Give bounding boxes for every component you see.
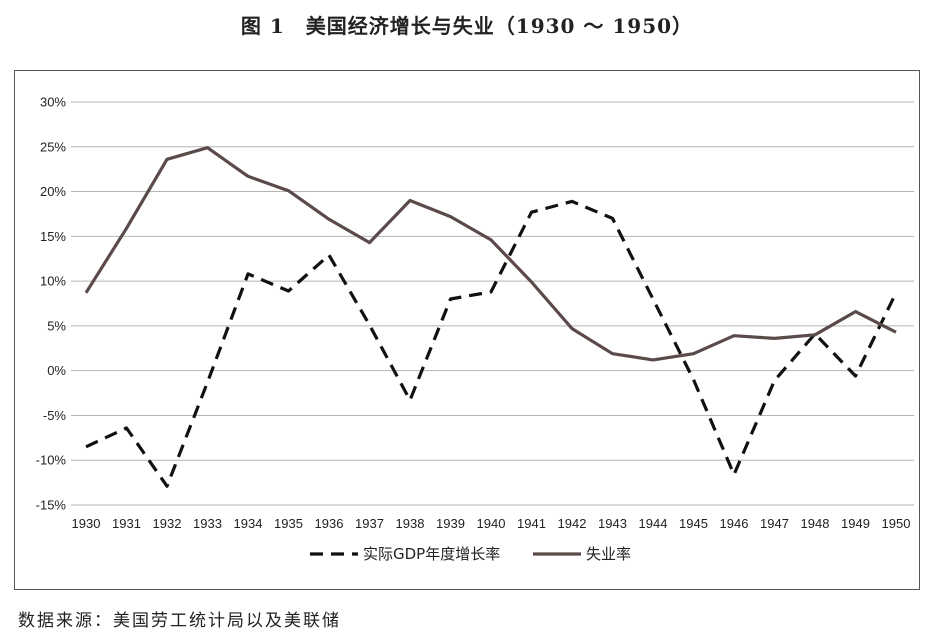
legend-label-0: 实际GDP年度增长率: [363, 545, 500, 563]
x-tick-label: 1934: [234, 516, 263, 531]
x-axis-ticks: 1930 1931 1932 1933 1934 1935 1936 1937 1938 1939…: [72, 516, 911, 531]
source-note: 数据来源：美国劳工统计局以及美联储: [18, 611, 341, 631]
legend: 实际GDP年度增长率 失业率: [310, 545, 631, 563]
chart-title: 图 1 美国经济增长与失业（1930 ～ 1950）: [240, 14, 694, 38]
x-tick-label: 1935: [274, 516, 303, 531]
x-tick-label: 1939: [436, 516, 465, 531]
x-tick-label: 1940: [477, 516, 506, 531]
x-tick-label: 1945: [679, 516, 708, 531]
x-tick-label: 1942: [558, 516, 587, 531]
x-tick-label: 1938: [396, 516, 425, 531]
y-tick-label: -10%: [36, 453, 67, 468]
x-tick-label: 1936: [315, 516, 344, 531]
y-tick-label: 30%: [40, 95, 66, 110]
y-tick-label: 10%: [40, 274, 66, 289]
x-tick-label: 1937: [355, 516, 384, 531]
x-tick-label: 1941: [517, 516, 546, 531]
series-lines: [84, 146, 898, 488]
x-tick-label: 1950: [882, 516, 911, 531]
y-axis-ticks: 30% 25% 20% 15% 10% 5% 0% -5% -10% -15%: [36, 95, 67, 513]
x-tick-label: 1943: [598, 516, 627, 531]
y-tick-label: -15%: [36, 498, 67, 513]
series-line-0: [85, 199, 898, 488]
y-tick-label: 25%: [40, 139, 66, 154]
x-tick-label: 1931: [112, 516, 141, 531]
y-tick-label: 0%: [47, 363, 66, 378]
y-tick-label: 20%: [40, 184, 66, 199]
x-tick-label: 1946: [720, 516, 749, 531]
x-tick-label: 1947: [760, 516, 789, 531]
y-tick-label: 15%: [40, 229, 66, 244]
x-tick-label: 1949: [841, 516, 870, 531]
series-line-1: [84, 146, 897, 362]
x-tick-label: 1933: [193, 516, 222, 531]
legend-label-1: 失业率: [586, 545, 631, 563]
x-tick-label: 1930: [72, 516, 101, 531]
line-chart: 30%25%20%15%10%5%0%-5%-10%-15% 1930 1931 1…: [36, 95, 914, 563]
chart-frame: [14, 70, 920, 590]
gridlines: [71, 101, 914, 506]
y-tick-label: 5%: [47, 318, 66, 333]
x-tick-label: 1944: [639, 516, 668, 531]
x-tick-label: 1932: [153, 516, 182, 531]
y-tick-label: -5%: [43, 408, 67, 423]
x-tick-label: 1948: [801, 516, 830, 531]
